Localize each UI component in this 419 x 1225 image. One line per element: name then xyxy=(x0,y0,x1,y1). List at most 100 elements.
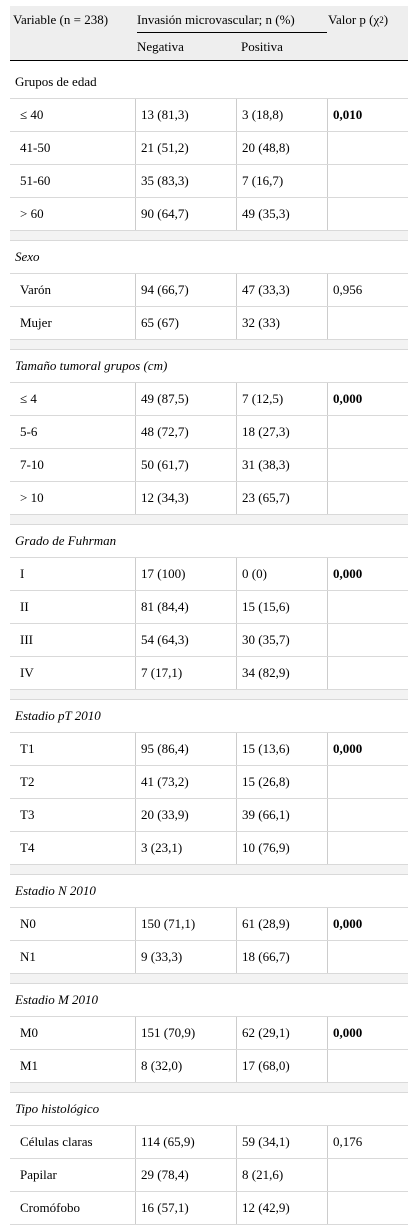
table-header-row-1: Variable (n = 238) Invasión microvascula… xyxy=(10,6,408,34)
cell-negativa: 48 (72,7) xyxy=(135,416,235,448)
cell-pvalue xyxy=(327,1159,408,1191)
cell-positiva: 7 (16,7) xyxy=(236,165,326,197)
cell-pvalue xyxy=(327,1050,408,1082)
cell-negativa: 90 (64,7) xyxy=(135,198,235,230)
table-row: > 10 12 (34,3) 23 (65,7) xyxy=(10,482,408,515)
row-label: ≤ 40 xyxy=(20,107,44,122)
row-label: 5-6 xyxy=(20,424,38,439)
cell-pvalue xyxy=(327,482,408,514)
table-row: I 17 (100) 0 (0) 0,000 xyxy=(10,558,408,591)
group-title: Estadio N 2010 xyxy=(15,883,96,898)
header-negativa: Negativa xyxy=(137,39,184,54)
header-invasion: Invasión microvascular; n (%) xyxy=(137,12,295,27)
cell-negativa: 49 (87,5) xyxy=(135,383,235,415)
cell-pvalue xyxy=(327,591,408,623)
table-row: 7-10 50 (61,7) 31 (38,3) xyxy=(10,449,408,482)
cell-pvalue xyxy=(327,766,408,798)
group-title-row: Tipo histológico xyxy=(10,1093,408,1126)
row-label: M0 xyxy=(20,1025,39,1040)
cell-negativa: 114 (65,9) xyxy=(135,1126,235,1158)
cell-positiva: 31 (38,3) xyxy=(236,449,326,481)
row-label: 7-10 xyxy=(20,457,44,472)
cell-negativa: 35 (83,3) xyxy=(135,165,235,197)
cell-negativa: 81 (84,4) xyxy=(135,591,235,623)
row-label: M1 xyxy=(20,1058,39,1073)
cell-negativa: 9 (33,3) xyxy=(135,941,235,973)
cell-negativa: 17 (100) xyxy=(135,558,235,590)
table-row: > 60 90 (64,7) 49 (35,3) xyxy=(10,198,408,231)
cell-positiva: 20 (48,8) xyxy=(236,132,326,164)
row-label: Papilar xyxy=(20,1167,57,1182)
cell-negativa: 12 (34,3) xyxy=(135,482,235,514)
group-title: Estadio M 2010 xyxy=(15,992,99,1007)
header-pvalue-prefix: Valor p (χ xyxy=(328,12,380,27)
cell-positiva: 17 (68,0) xyxy=(236,1050,326,1082)
group-spacer xyxy=(10,974,408,984)
cell-negativa: 3 (23,1) xyxy=(135,832,235,864)
cell-positiva: 30 (35,7) xyxy=(236,624,326,656)
cell-pvalue xyxy=(327,165,408,197)
row-label: ≤ 4 xyxy=(20,391,37,406)
cell-pvalue xyxy=(327,832,408,864)
group-title-row: Grupos de edad xyxy=(10,66,408,99)
header-pvalue: Valor p (χ 2) xyxy=(328,12,389,27)
group-spacer xyxy=(10,340,408,350)
cell-positiva: 15 (15,6) xyxy=(236,591,326,623)
row-label: N0 xyxy=(20,916,36,931)
group-spacer xyxy=(10,1083,408,1093)
row-label: I xyxy=(20,566,25,581)
cell-pvalue: 0,000 xyxy=(327,383,408,415)
cell-positiva: 18 (27,3) xyxy=(236,416,326,448)
cell-pvalue: 0,000 xyxy=(327,1017,408,1049)
row-label: T3 xyxy=(20,807,35,822)
row-label: Cromófobo xyxy=(20,1200,80,1215)
cell-positiva: 61 (28,9) xyxy=(236,908,326,940)
cell-negativa: 21 (51,2) xyxy=(135,132,235,164)
group-spacer xyxy=(10,865,408,875)
cell-negativa: 50 (61,7) xyxy=(135,449,235,481)
cell-pvalue xyxy=(327,449,408,481)
group-title-row: Sexo xyxy=(10,241,408,274)
cell-negativa: 151 (70,9) xyxy=(135,1017,235,1049)
table-row: T3 20 (33,9) 39 (66,1) xyxy=(10,799,408,832)
cell-positiva: 23 (65,7) xyxy=(236,482,326,514)
cell-pvalue xyxy=(327,941,408,973)
table-row: M0 151 (70,9) 62 (29,1) 0,000 xyxy=(10,1017,408,1050)
row-label: T2 xyxy=(20,774,35,789)
cell-positiva: 47 (33,3) xyxy=(236,274,326,306)
cell-pvalue xyxy=(327,624,408,656)
row-label: N1 xyxy=(20,949,36,964)
table-row: II 81 (84,4) 15 (15,6) xyxy=(10,591,408,624)
group-spacer xyxy=(10,515,408,525)
table-row: ≤ 40 13 (81,3) 3 (18,8) 0,010 xyxy=(10,99,408,132)
cell-pvalue xyxy=(327,307,408,339)
cell-positiva: 39 (66,1) xyxy=(236,799,326,831)
cell-negativa: 8 (32,0) xyxy=(135,1050,235,1082)
row-label: II xyxy=(20,599,29,614)
cell-positiva: 7 (12,5) xyxy=(236,383,326,415)
cell-pvalue xyxy=(327,657,408,689)
header-underline xyxy=(137,32,327,33)
group-title-row: Estadio N 2010 xyxy=(10,875,408,908)
cell-positiva: 15 (13,6) xyxy=(236,733,326,765)
group-title: Grado de Fuhrman xyxy=(15,533,117,548)
cell-pvalue xyxy=(327,198,408,230)
table-row: Células claras 114 (65,9) 59 (34,1) 0,176 xyxy=(10,1126,408,1159)
group-title: Sexo xyxy=(15,249,40,264)
cell-positiva: 3 (18,8) xyxy=(236,99,326,131)
table-row: N0 150 (71,1) 61 (28,9) 0,000 xyxy=(10,908,408,941)
row-label: 51-60 xyxy=(20,173,51,188)
row-label: III xyxy=(20,632,33,647)
cell-positiva: 59 (34,1) xyxy=(236,1126,326,1158)
group-title: Estadio pT 2010 xyxy=(15,708,101,723)
cell-negativa: 7 (17,1) xyxy=(135,657,235,689)
cell-positiva: 8 (21,6) xyxy=(236,1159,326,1191)
table-row: Cromófobo 16 (57,1) 12 (42,9) xyxy=(10,1192,408,1225)
row-label: Varón xyxy=(20,282,52,297)
row-label: Células claras xyxy=(20,1134,93,1149)
header-positiva: Positiva xyxy=(241,39,283,54)
cell-positiva: 12 (42,9) xyxy=(236,1192,326,1224)
cell-positiva: 49 (35,3) xyxy=(236,198,326,230)
cell-positiva: 18 (66,7) xyxy=(236,941,326,973)
table-row: M1 8 (32,0) 17 (68,0) xyxy=(10,1050,408,1083)
